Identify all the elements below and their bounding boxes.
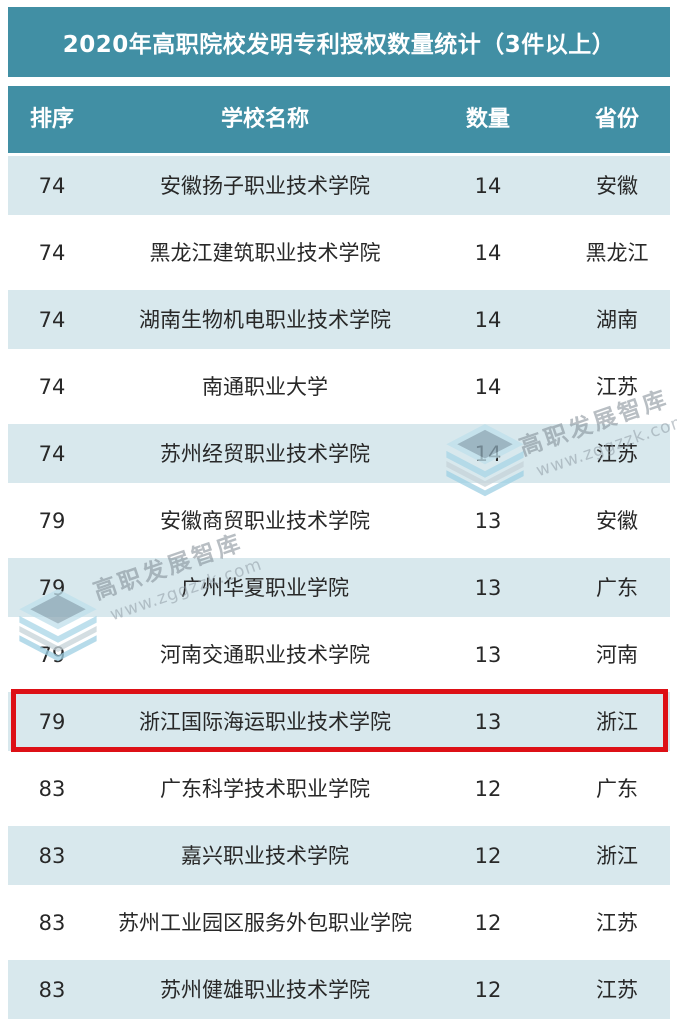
- column-header-province: 省份: [594, 107, 639, 132]
- count-cell: 12: [474, 978, 502, 1002]
- school-cell: 安徽扬子职业技术学院: [160, 174, 370, 198]
- rank-cell: 79: [38, 509, 66, 533]
- province-cell: 浙江: [596, 844, 638, 868]
- column-header-count: 数量: [465, 107, 510, 132]
- province-cell: 浙江: [596, 710, 638, 734]
- table-title-bar: 2020年高职院校发明专利授权数量统计（3件以上）: [8, 7, 670, 77]
- page-title: 2020年高职院校发明专利授权数量统计（3件以上）: [62, 32, 616, 58]
- rank-cell: 83: [38, 777, 66, 801]
- province-cell: 江苏: [596, 442, 638, 466]
- province-cell: 江苏: [596, 911, 638, 935]
- school-cell: 湖南生物机电职业技术学院: [139, 308, 391, 332]
- table-sheet: 2020年高职院校发明专利授权数量统计（3件以上） 排序 学校名称 数量 省份 …: [8, 7, 670, 1024]
- rank-cell: 74: [38, 375, 66, 399]
- rank-cell: 74: [38, 442, 66, 466]
- table-row: 74 安徽扬子职业技术学院 14 安徽: [8, 153, 670, 220]
- count-cell: 13: [474, 576, 502, 600]
- school-cell: 广东科学技术职业学院: [160, 777, 370, 801]
- count-cell: 12: [474, 844, 502, 868]
- table-body: 74 安徽扬子职业技术学院 14 安徽 74 黑龙江建筑职业技术学院 14 黑龙江 74 湖南生物…: [8, 153, 670, 1024]
- rank-cell: 83: [38, 844, 66, 868]
- rank-cell: 79: [38, 576, 66, 600]
- rank-cell: 74: [38, 241, 66, 265]
- table-row: 83 广东科学技术职业学院 12 广东: [8, 756, 670, 823]
- count-cell: 13: [474, 643, 502, 667]
- count-cell: 14: [474, 308, 502, 332]
- rank-cell: 79: [38, 643, 66, 667]
- school-cell: 苏州健雄职业技术学院: [160, 978, 370, 1002]
- count-cell: 12: [474, 911, 502, 935]
- table-row: 83 苏州健雄职业技术学院 12 江苏: [8, 957, 670, 1024]
- table-header-row: 排序 学校名称 数量 省份: [8, 86, 670, 153]
- school-cell: 苏州经贸职业技术学院: [160, 442, 370, 466]
- school-cell: 广州华夏职业学院: [181, 576, 349, 600]
- province-cell: 安徽: [596, 174, 638, 198]
- school-cell: 黑龙江建筑职业技术学院: [149, 241, 381, 265]
- province-cell: 安徽: [596, 509, 638, 533]
- count-cell: 14: [474, 241, 502, 265]
- column-header-school: 学校名称: [220, 107, 309, 132]
- count-cell: 14: [474, 375, 502, 399]
- rank-cell: 74: [38, 308, 66, 332]
- count-cell: 12: [474, 777, 502, 801]
- province-cell: 广东: [596, 576, 638, 600]
- rank-cell: 79: [38, 710, 66, 734]
- province-cell: 江苏: [596, 978, 638, 1002]
- school-cell: 嘉兴职业技术学院: [181, 844, 349, 868]
- table-row: 83 苏州工业园区服务外包职业学院 12 江苏: [8, 890, 670, 957]
- count-cell: 13: [474, 509, 502, 533]
- table-row: 79 广州华夏职业学院 13 广东: [8, 555, 670, 622]
- province-cell: 湖南: [596, 308, 638, 332]
- province-cell: 江苏: [596, 375, 638, 399]
- table-row: 79 浙江国际海运职业技术学院 13 浙江: [8, 689, 670, 756]
- count-cell: 14: [474, 174, 502, 198]
- school-cell: 南通职业大学: [202, 375, 328, 399]
- rank-cell: 83: [38, 978, 66, 1002]
- province-cell: 广东: [596, 777, 638, 801]
- table-row: 79 安徽商贸职业技术学院 13 安徽: [8, 488, 670, 555]
- table-row: 74 黑龙江建筑职业技术学院 14 黑龙江: [8, 220, 670, 287]
- rank-cell: 83: [38, 911, 66, 935]
- table-row: 83 嘉兴职业技术学院 12 浙江: [8, 823, 670, 890]
- count-cell: 13: [474, 710, 502, 734]
- school-cell: 浙江国际海运职业技术学院: [139, 710, 391, 734]
- table-row: 74 苏州经贸职业技术学院 14 江苏: [8, 421, 670, 488]
- table-row: 79 河南交通职业技术学院 13 河南: [8, 622, 670, 689]
- rank-cell: 74: [38, 174, 66, 198]
- school-cell: 河南交通职业技术学院: [160, 643, 370, 667]
- table-row: 74 湖南生物机电职业技术学院 14 湖南: [8, 287, 670, 354]
- count-cell: 14: [474, 442, 502, 466]
- table-row: 74 南通职业大学 14 江苏: [8, 354, 670, 421]
- province-cell: 黑龙江: [585, 241, 649, 265]
- school-cell: 苏州工业园区服务外包职业学院: [118, 911, 412, 935]
- school-cell: 安徽商贸职业技术学院: [160, 509, 370, 533]
- title-header-gap: [8, 77, 670, 86]
- column-header-rank: 排序: [29, 107, 74, 132]
- province-cell: 河南: [596, 643, 638, 667]
